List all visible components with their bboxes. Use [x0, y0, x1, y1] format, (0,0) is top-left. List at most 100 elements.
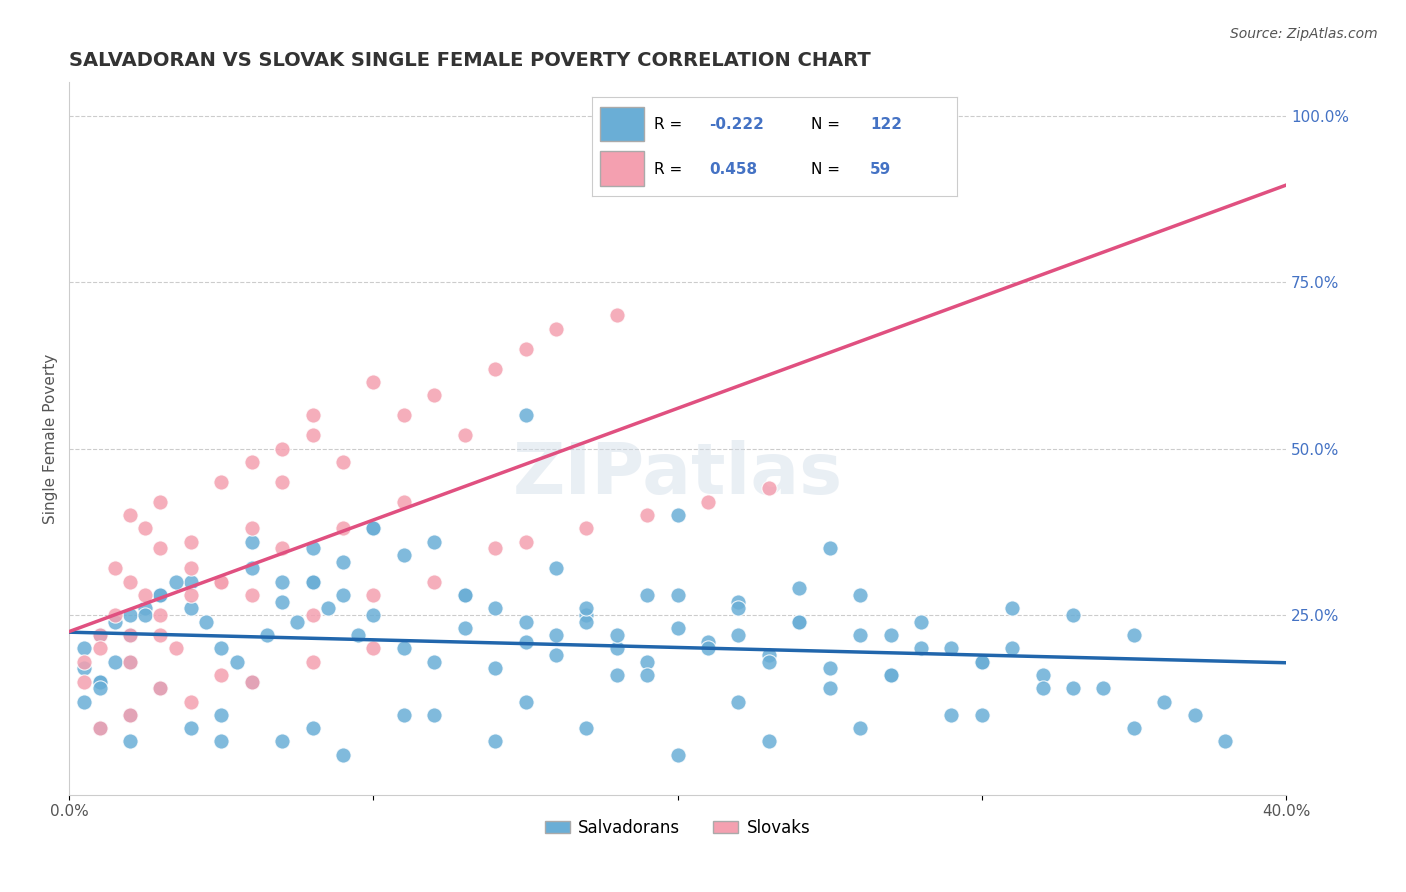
Point [149, 681, 172, 696]
Point [134, 607, 156, 622]
Point [180, 721, 202, 735]
Point [149, 681, 172, 696]
Point [758, 734, 780, 748]
Text: SALVADORAN VS SLOVAK SINGLE FEMALE POVERTY CORRELATION CHART: SALVADORAN VS SLOVAK SINGLE FEMALE POVER… [69, 51, 870, 70]
Point [606, 628, 628, 642]
Point [89, 628, 111, 642]
Point [453, 621, 475, 635]
Point [89, 721, 111, 735]
Point [423, 655, 446, 669]
Point [285, 615, 308, 629]
Point [787, 615, 810, 629]
Point [727, 628, 749, 642]
Point [120, 707, 142, 722]
Point [818, 681, 841, 696]
Point [180, 601, 202, 615]
Point [316, 601, 339, 615]
Point [165, 574, 187, 589]
Point [879, 668, 901, 682]
Point [240, 561, 263, 575]
Point [575, 615, 598, 629]
Point [727, 594, 749, 608]
Point [120, 607, 142, 622]
Point [209, 734, 232, 748]
Point [73, 641, 96, 656]
Point [423, 574, 446, 589]
Point [332, 588, 354, 602]
Point [910, 615, 932, 629]
Point [89, 674, 111, 689]
Point [104, 607, 127, 622]
Point [180, 574, 202, 589]
Point [575, 601, 598, 615]
Point [301, 428, 323, 442]
Point [209, 574, 232, 589]
Point [165, 641, 187, 656]
Point [849, 588, 872, 602]
Point [1184, 707, 1206, 722]
Point [606, 641, 628, 656]
Point [787, 582, 810, 596]
Point [120, 707, 142, 722]
Point [544, 628, 567, 642]
Point [209, 707, 232, 722]
Point [73, 674, 96, 689]
Point [1092, 681, 1115, 696]
Point [544, 648, 567, 662]
Point [149, 541, 172, 556]
Point [1122, 721, 1144, 735]
Point [879, 668, 901, 682]
Point [104, 615, 127, 629]
Point [544, 561, 567, 575]
Point [180, 534, 202, 549]
Point [120, 655, 142, 669]
Point [332, 455, 354, 469]
Point [484, 361, 506, 376]
Point [515, 534, 537, 549]
Point [301, 408, 323, 422]
Point [697, 634, 720, 648]
Point [73, 694, 96, 708]
Point [180, 561, 202, 575]
Point [453, 428, 475, 442]
Point [363, 588, 385, 602]
Point [423, 707, 446, 722]
Point [240, 674, 263, 689]
Point [209, 668, 232, 682]
Point [256, 628, 278, 642]
Point [758, 655, 780, 669]
Point [515, 615, 537, 629]
Point [787, 615, 810, 629]
Point [120, 574, 142, 589]
Point [727, 694, 749, 708]
Legend: Salvadorans, Slovaks: Salvadorans, Slovaks [538, 812, 817, 843]
Point [636, 508, 658, 522]
Point [392, 495, 415, 509]
Point [301, 607, 323, 622]
Point [120, 628, 142, 642]
Point [149, 495, 172, 509]
Point [818, 661, 841, 675]
Point [134, 601, 156, 615]
Point [149, 628, 172, 642]
Point [666, 621, 689, 635]
Point [515, 634, 537, 648]
Point [271, 442, 294, 456]
Point [879, 628, 901, 642]
Point [544, 321, 567, 335]
Point [240, 521, 263, 535]
Point [363, 375, 385, 389]
Point [73, 655, 96, 669]
Point [240, 534, 263, 549]
Point [423, 388, 446, 402]
Point [941, 641, 963, 656]
Point [89, 681, 111, 696]
Point [1062, 681, 1084, 696]
Point [332, 555, 354, 569]
Point [1032, 668, 1054, 682]
Point [104, 655, 127, 669]
Point [225, 655, 247, 669]
Point [134, 521, 156, 535]
Point [1001, 601, 1024, 615]
Point [1153, 694, 1175, 708]
